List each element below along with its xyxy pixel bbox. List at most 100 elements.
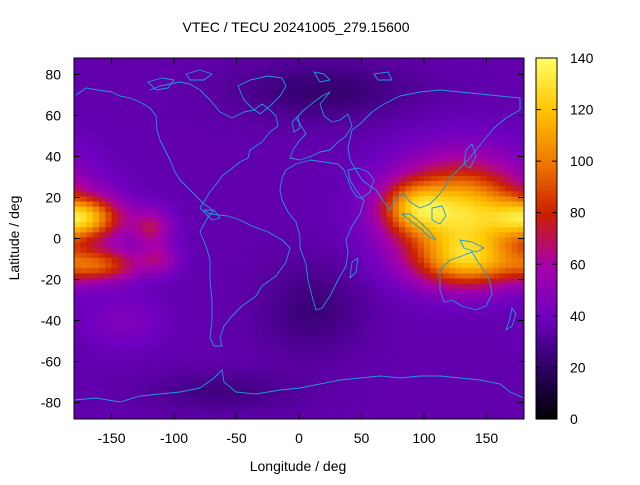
- heatmap-cell: [255, 83, 263, 90]
- heatmap-cell: [317, 129, 325, 136]
- heatmap-cell: [111, 304, 119, 310]
- heatmap-cell: [380, 406, 388, 413]
- heatmap-cell: [380, 88, 388, 95]
- heatmap-cell: [417, 268, 425, 274]
- heatmap-cell: [492, 201, 500, 208]
- heatmap-cell: [461, 370, 469, 377]
- heatmap-cell: [317, 58, 325, 64]
- heatmap-cell: [99, 345, 106, 351]
- heatmap-cell: [255, 340, 263, 346]
- heatmap-cell: [349, 329, 356, 336]
- heatmap-cell: [380, 216, 388, 223]
- heatmap-cell: [417, 124, 425, 131]
- heatmap-cell: [455, 93, 463, 100]
- heatmap-cell: [149, 299, 156, 305]
- heatmap-cell: [136, 181, 144, 187]
- heatmap-cell: [242, 370, 250, 377]
- heatmap-cell: [180, 186, 188, 192]
- heatmap-cell: [99, 406, 106, 413]
- heatmap-cell: [105, 109, 113, 116]
- heatmap-cell: [167, 288, 175, 295]
- heatmap-cell: [299, 365, 306, 372]
- heatmap-cell: [342, 247, 350, 254]
- heatmap-cell: [355, 83, 363, 90]
- heatmap-cell: [74, 370, 81, 377]
- heatmap-cell: [492, 299, 500, 305]
- heatmap-cell: [392, 114, 400, 121]
- heatmap-cell: [192, 288, 200, 295]
- heatmap-cell: [517, 345, 524, 351]
- heatmap-cell: [236, 78, 244, 85]
- heatmap-cell: [86, 165, 94, 172]
- heatmap-cell: [249, 314, 256, 321]
- heatmap-cell: [436, 324, 444, 331]
- heatmap-cell: [374, 109, 381, 116]
- heatmap-cell: [192, 237, 200, 244]
- heatmap-cell: [86, 170, 94, 177]
- heatmap-cell: [149, 129, 156, 136]
- heatmap-cell: [374, 83, 381, 90]
- heatmap-cell: [117, 355, 125, 362]
- heatmap-cell: [417, 63, 425, 69]
- heatmap-cell: [186, 88, 194, 95]
- heatmap-cell: [224, 170, 231, 177]
- heatmap-cell: [505, 350, 513, 357]
- heatmap-cell: [211, 68, 219, 74]
- heatmap-cell: [292, 375, 300, 382]
- heatmap-cell: [430, 150, 438, 157]
- heatmap-cell: [80, 334, 88, 341]
- heatmap-cell: [480, 63, 488, 69]
- heatmap-cell: [467, 304, 475, 310]
- heatmap-cell: [455, 268, 463, 274]
- heatmap-cell: [224, 175, 231, 182]
- heatmap-cell: [349, 73, 356, 80]
- heatmap-cell: [274, 304, 281, 310]
- heatmap-cell: [324, 273, 331, 280]
- heatmap-cell: [124, 83, 131, 90]
- heatmap-cell: [442, 201, 450, 208]
- heatmap-cell: [124, 237, 131, 244]
- heatmap-cell: [305, 129, 313, 136]
- heatmap-cell: [161, 206, 169, 213]
- heatmap-cell: [174, 140, 181, 146]
- heatmap-cell: [261, 93, 269, 100]
- heatmap-cell: [342, 160, 350, 167]
- heatmap-cell: [292, 68, 300, 74]
- heatmap-cell: [86, 68, 94, 74]
- heatmap-cell: [142, 278, 150, 285]
- heatmap-cell: [511, 263, 519, 269]
- heatmap-cell: [449, 324, 456, 331]
- heatmap-cell: [211, 319, 219, 326]
- heatmap-cell: [499, 155, 506, 162]
- heatmap-cell: [455, 360, 463, 367]
- heatmap-cell: [442, 268, 450, 274]
- heatmap-cell: [267, 375, 275, 382]
- heatmap-cell: [342, 360, 350, 367]
- heatmap-cell: [517, 140, 524, 146]
- heatmap-cell: [167, 257, 175, 264]
- heatmap-cell: [292, 345, 300, 351]
- heatmap-cell: [324, 401, 331, 408]
- heatmap-cell: [155, 150, 163, 157]
- heatmap-cell: [80, 386, 88, 392]
- heatmap-cell: [224, 340, 231, 346]
- heatmap-cell: [111, 391, 119, 398]
- heatmap-cell: [480, 396, 488, 403]
- heatmap-cell: [467, 160, 475, 167]
- heatmap-cell: [405, 68, 413, 74]
- heatmap-cell: [355, 247, 363, 254]
- heatmap-cell: [99, 206, 106, 213]
- heatmap-cell: [180, 268, 188, 274]
- heatmap-cell: [411, 257, 419, 264]
- heatmap-cell: [74, 140, 81, 146]
- heatmap-cell: [392, 160, 400, 167]
- heatmap-cell: [249, 160, 256, 167]
- heatmap-cell: [124, 288, 131, 295]
- heatmap-cell: [180, 191, 188, 198]
- heatmap-cell: [180, 309, 188, 315]
- heatmap-cell: [505, 150, 513, 157]
- heatmap-cell: [280, 150, 288, 157]
- heatmap-cell: [130, 309, 138, 315]
- heatmap-cell: [430, 299, 438, 305]
- heatmap-cell: [130, 160, 138, 167]
